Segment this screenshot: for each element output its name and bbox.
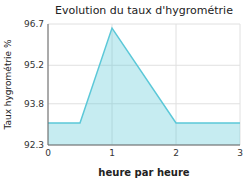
x-tick-label: 2 [173,148,179,158]
grid-line-y [48,24,240,25]
grid-line-y [48,145,240,146]
y-axis-label: Taux hygrométrie % [3,39,13,131]
x-tick-label: 3 [237,148,243,158]
y-tick-label: 92.3 [24,140,44,150]
grid [48,24,240,145]
y-axis-line [48,24,49,145]
x-tick-label: 1 [109,148,115,158]
y-tick-label: 93.8 [24,99,44,109]
x-axis-line [48,145,240,146]
chart-container: 0 1 2 3 92.3 93.8 95.2 96.7 Evolution du taux d'… [0,0,250,188]
x-axis-label: heure par heure [98,167,189,178]
data-area [48,28,240,145]
x-tick-label: 0 [45,148,51,158]
axes: 0 1 2 3 92.3 93.8 95.2 96.7 [24,19,243,158]
grid-line-y [48,65,240,66]
line [48,28,240,123]
y-tick-label: 95.2 [24,60,44,70]
title: Evolution du taux d'hygrométrie [55,4,233,17]
grid-line-x [48,24,49,145]
y-tick-label: 96.7 [24,19,44,29]
area-fill [48,28,240,145]
chart: 0 1 2 3 92.3 93.8 95.2 96.7 Evolution du taux d'… [0,0,250,188]
